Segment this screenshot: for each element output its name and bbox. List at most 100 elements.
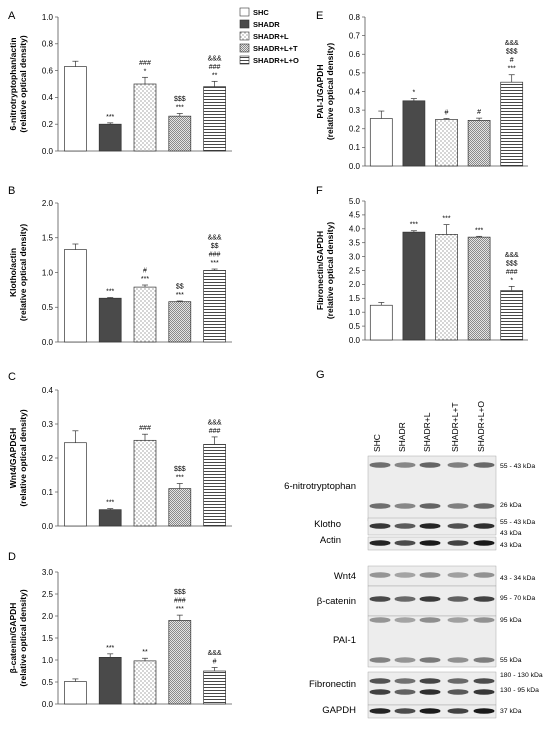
y-axis-label: (relative optical density): [18, 224, 28, 321]
significance-label: $$: [176, 283, 184, 290]
significance-label: ***: [410, 222, 418, 229]
significance-label: &&&: [208, 650, 222, 657]
legend-label: SHC: [253, 8, 269, 17]
blot-band: [473, 540, 495, 546]
significance-label: ###: [139, 425, 151, 432]
y-tick-label: 0.7: [349, 31, 361, 40]
significance-label: &&&: [505, 252, 519, 259]
significance-label: $$$: [506, 260, 518, 267]
y-tick-label: 0.8: [349, 13, 361, 22]
y-tick-label: 0.4: [349, 87, 361, 96]
blot-band: [419, 657, 441, 663]
y-tick-label: 2.0: [42, 199, 54, 208]
legend-swatch: [239, 31, 250, 41]
blot-band: [419, 596, 441, 602]
y-tick-label: 3.0: [42, 568, 54, 577]
bar: [203, 270, 226, 343]
y-tick-label: 0.2: [42, 454, 54, 463]
molecular-weight-label: 95 kDa: [500, 617, 522, 624]
y-axis-label: (relative optical density): [325, 43, 335, 140]
bar: [133, 660, 157, 705]
y-tick-label: 0.4: [42, 93, 54, 102]
chart-panel-A: A 0.0 0.2 0.4 0.6 0.8 1.0 6-nitrotryptophan/act…: [8, 10, 232, 156]
y-tick-label: 0.5: [349, 69, 361, 78]
blot-band: [394, 708, 416, 714]
blot-band: [419, 617, 441, 623]
bar: [500, 81, 524, 167]
y-tick-label: 0.4: [42, 386, 54, 395]
blot-band: [369, 596, 391, 602]
significance-label: ***: [176, 606, 184, 613]
y-tick-label: 0.0: [42, 338, 54, 347]
panel-letter: F: [316, 185, 323, 197]
significance-label: &&&: [505, 40, 519, 47]
blot-band: [473, 678, 495, 684]
significance-label: ***: [176, 292, 184, 299]
bar: [435, 119, 458, 167]
significance-label: ***: [211, 260, 219, 267]
y-tick-label: 0.5: [349, 322, 361, 331]
legend-label: SHADR+L+O: [253, 56, 299, 65]
significance-label: ###: [209, 252, 221, 259]
molecular-weight-label: 37 kDa: [500, 708, 522, 715]
bar: [133, 439, 157, 527]
blot-band: [419, 523, 441, 529]
y-axis-label: Wnt4/GAPDGH: [8, 428, 18, 488]
y-tick-label: 1.5: [349, 294, 361, 303]
blot-band: [369, 617, 391, 623]
y-axis-label: Klotho/actin: [8, 248, 18, 297]
molecular-weight-label: 130 - 95 kDa: [500, 687, 539, 694]
bar: [203, 86, 226, 152]
y-tick-label: 0.5: [42, 678, 54, 687]
blot-band: [473, 596, 495, 602]
significance-label: ***: [106, 289, 114, 296]
lane-label: SHADR+L+T: [450, 402, 460, 452]
molecular-weight-label: 26 kDa: [500, 502, 522, 509]
blot-band: [419, 503, 441, 509]
blot-band: [394, 572, 416, 578]
bar: [203, 444, 226, 527]
bar: [98, 657, 122, 705]
y-tick-label: 4.5: [349, 211, 361, 220]
legend-swatch: [239, 55, 250, 65]
blot-band: [394, 617, 416, 623]
y-tick-label: 0.3: [349, 106, 361, 115]
molecular-weight-label: 43 kDa: [500, 542, 522, 549]
lane-label: SHADR+L: [422, 412, 432, 452]
significance-label: $$$: [174, 466, 186, 473]
bar: [402, 100, 426, 167]
significance-label: ***: [106, 114, 114, 121]
y-axis-label: 6-nitrotryptophan/actin: [8, 37, 18, 130]
lane-label: SHADR+L+O: [476, 401, 486, 452]
molecular-weight-label: 55 - 43 kDa: [500, 463, 535, 470]
blot-band: [394, 540, 416, 546]
panel-letter: G: [316, 369, 325, 381]
significance-label: ***: [141, 276, 149, 283]
bar: [98, 297, 122, 343]
bar: [133, 83, 157, 152]
y-axis-label: (relative optical density): [18, 589, 28, 686]
significance-label: ***: [508, 66, 516, 73]
legend: SHC SHADR SHADR+L SHADR+L+T SHADR+L+O: [239, 7, 299, 65]
y-tick-label: 0.5: [42, 303, 54, 312]
blot-band: [419, 708, 441, 714]
lane-label: SHC: [372, 434, 382, 452]
blot-band: [447, 503, 469, 509]
blot-band: [447, 708, 469, 714]
blot-band: [447, 689, 469, 695]
bar: [168, 301, 192, 343]
y-tick-label: 2.0: [42, 612, 54, 621]
significance-label: &&&: [208, 419, 222, 426]
significance-label: *: [510, 277, 513, 284]
y-tick-label: 1.0: [42, 13, 54, 22]
significance-label: ###: [209, 64, 221, 71]
blot-band: [419, 462, 441, 468]
y-tick-label: 0.6: [349, 50, 361, 59]
blot-protein-label: β-catenin: [317, 596, 356, 607]
blot-protein-label: Fibronectin: [309, 679, 356, 690]
significance-label: ###: [139, 60, 151, 67]
y-axis-label: (relative optical density): [18, 35, 28, 132]
bar: [500, 290, 524, 341]
molecular-weight-label: 180 - 130 kDa: [500, 672, 543, 679]
